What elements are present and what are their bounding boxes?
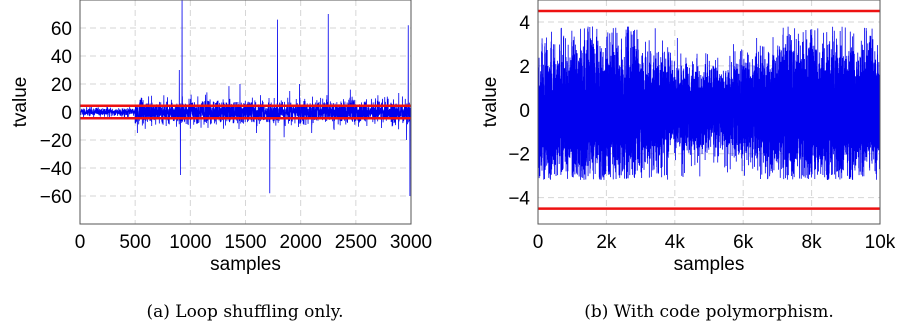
y-tick-label: −40 xyxy=(40,159,72,180)
x-tick-label: 0 xyxy=(75,232,86,253)
plot-area xyxy=(538,26,880,181)
x-tick-label: 1500 xyxy=(224,232,266,253)
plot-frame xyxy=(537,0,881,225)
y-tick-label: 0 xyxy=(61,103,72,124)
x-tick-label: 3000 xyxy=(390,232,432,253)
y-axis-label: tvalue xyxy=(480,77,501,128)
plot-area xyxy=(80,0,411,197)
x-tick-label: 10k xyxy=(865,232,896,253)
x-tick-label: 500 xyxy=(119,232,151,253)
y-axis-label: tvalue xyxy=(10,77,31,128)
chart-code-polymorphism: 0 2k 4k 6k 8k 10k −4 −2 0 2 4 samples tvalue (b) With… xyxy=(480,0,896,322)
y-tick-label: −4 xyxy=(508,189,530,210)
y-tick-label: 2 xyxy=(519,57,530,78)
x-tick-label: 2500 xyxy=(335,232,377,253)
plot-frame xyxy=(79,0,412,225)
x-tick-label: 6k xyxy=(733,232,754,253)
y-tick-label: 0 xyxy=(519,101,530,122)
x-axis-label: samples xyxy=(210,254,281,275)
y-tick-label: −20 xyxy=(40,131,72,152)
x-tick-label: 4k xyxy=(665,232,686,253)
x-axis-label: samples xyxy=(674,254,745,275)
series-line xyxy=(80,0,411,197)
y-tick-label: −60 xyxy=(40,187,72,208)
x-tick-label: 8k xyxy=(802,232,823,253)
chart-loop-shuffling: 0 500 1000 1500 2000 2500 3000 −60 −40 −20 0 20 40 60… xyxy=(10,0,432,322)
caption: (a) Loop shuffling only. xyxy=(146,302,343,322)
x-tick-label: 2k xyxy=(596,232,617,253)
y-tick-label: 60 xyxy=(51,19,72,40)
series-line xyxy=(538,26,880,181)
x-tick-label: 1000 xyxy=(169,232,211,253)
x-tick-label: 2000 xyxy=(280,232,322,253)
y-tick-label: 40 xyxy=(51,47,72,68)
y-tick-label: 4 xyxy=(519,13,530,34)
y-tick-label: −2 xyxy=(508,145,530,166)
y-tick-label: 20 xyxy=(51,75,72,96)
caption: (b) With code polymorphism. xyxy=(584,302,834,322)
x-tick-label: 0 xyxy=(533,232,544,253)
